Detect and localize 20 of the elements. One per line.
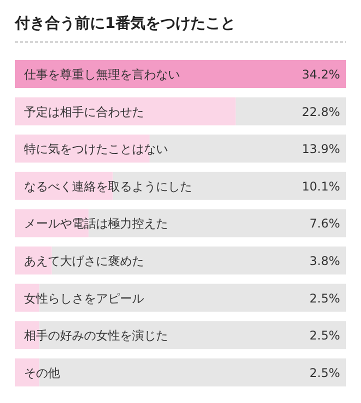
- y-tick-label: 女性らしさをアピール: [24, 291, 144, 306]
- y-tick-label: その他: [24, 366, 60, 380]
- y-tick-label: 相手の好みの女性を演じた: [24, 328, 168, 343]
- data-label: 22.8%: [302, 104, 340, 119]
- chart-title: 付き合う前に1番気をつけたこと: [14, 14, 236, 32]
- bar: [15, 60, 346, 88]
- data-label: 10.1%: [302, 179, 340, 194]
- data-label: 2.5%: [310, 366, 340, 380]
- y-tick-label: 予定は相手に合わせた: [24, 104, 144, 119]
- y-tick-label: 仕事を尊重し無理を言わない: [23, 68, 180, 82]
- y-tick-label: なるべく連絡を取るようにした: [24, 179, 192, 194]
- data-label: 2.5%: [310, 291, 340, 306]
- y-tick-label: あえて大げさに褒めた: [24, 254, 144, 268]
- data-label: 3.8%: [310, 254, 340, 268]
- data-label: 13.9%: [302, 142, 340, 156]
- data-label: 7.6%: [310, 216, 340, 231]
- y-tick-label: 特に気をつけたことはない: [24, 142, 168, 156]
- y-tick-label: メールや電話は極力控えた: [24, 216, 168, 231]
- data-label: 34.2%: [302, 68, 340, 82]
- data-label: 2.5%: [310, 328, 340, 343]
